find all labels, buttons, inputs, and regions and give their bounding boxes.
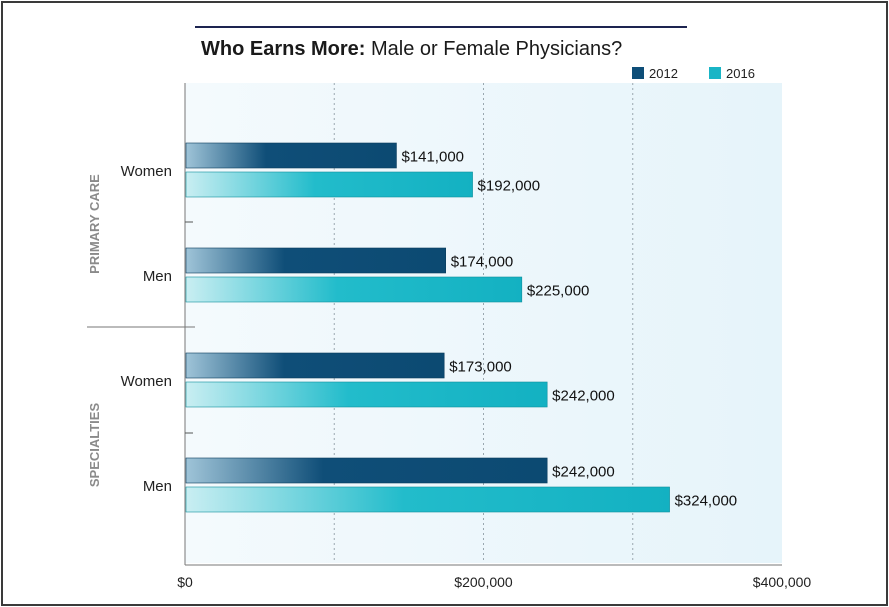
bar-2016-row2 bbox=[185, 381, 548, 408]
chart-svg: Who Earns More: Male or Female Physician… bbox=[87, 26, 811, 590]
bar-2012-row2 bbox=[185, 352, 445, 379]
x-axis-ticks: $0 $200,000 $400,000 bbox=[177, 574, 811, 590]
data-label-2016-row2: $242,000 bbox=[552, 388, 615, 405]
bar-2012-row0 bbox=[185, 142, 397, 169]
group-label-primary-care: PRIMARY CARE bbox=[87, 174, 102, 274]
bars: $141,000 $192,000 $174,000 $225,000 $173,000… bbox=[185, 142, 738, 513]
legend-label-2012: 2012 bbox=[649, 66, 678, 81]
legend-swatch-2016 bbox=[709, 67, 721, 79]
data-label-2012-row0: $141,000 bbox=[401, 149, 464, 166]
bar-2016-row0 bbox=[185, 171, 473, 198]
legend-label-2016: 2016 bbox=[726, 66, 755, 81]
bar-2016-row1 bbox=[185, 276, 523, 303]
data-label-2012-row1: $174,000 bbox=[451, 254, 514, 271]
x-tick-label: $400,000 bbox=[753, 574, 812, 590]
group-label-specialties: SPECIALTIES bbox=[87, 403, 102, 488]
category-label-specialties-men: Men bbox=[143, 478, 172, 495]
data-label-2016-row3: $324,000 bbox=[675, 493, 738, 510]
legend-swatch-2012 bbox=[632, 67, 644, 79]
data-label-2016-row0: $192,000 bbox=[478, 178, 541, 195]
x-tick-label: $200,000 bbox=[454, 574, 513, 590]
legend: 2012 2016 bbox=[632, 66, 755, 81]
chart-title: Who Earns More: Male or Female Physician… bbox=[201, 38, 622, 60]
data-label-2012-row3: $242,000 bbox=[552, 464, 615, 481]
category-label-specialties-women: Women bbox=[121, 373, 172, 390]
x-tick-label: $0 bbox=[177, 574, 193, 590]
bar-2012-row1 bbox=[185, 247, 446, 274]
bar-2012-row3 bbox=[185, 457, 548, 484]
data-label-2016-row1: $225,000 bbox=[527, 283, 590, 300]
category-label-primary-women: Women bbox=[121, 163, 172, 180]
bar-2016-row3 bbox=[185, 486, 670, 513]
data-label-2012-row2: $173,000 bbox=[449, 359, 512, 376]
category-label-primary-men: Men bbox=[143, 268, 172, 285]
